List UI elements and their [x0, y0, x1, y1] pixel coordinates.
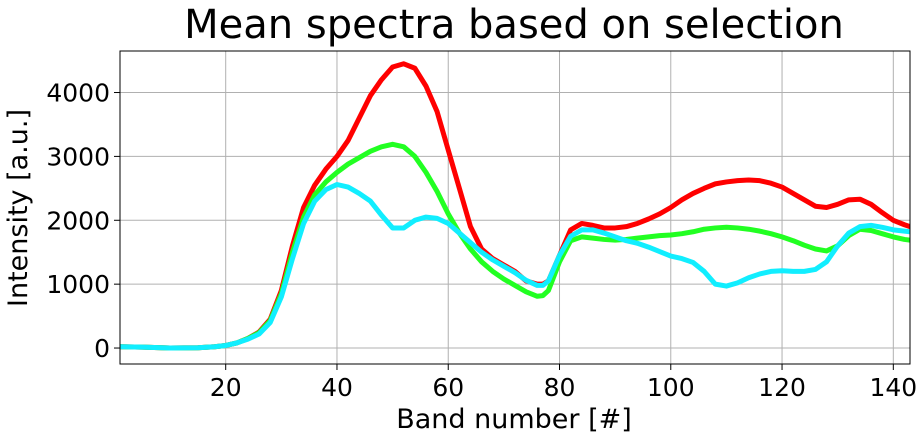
x-tick-label: 80 [544, 373, 576, 402]
x-tick-label: 100 [647, 373, 695, 402]
x-tick-label: 60 [432, 373, 464, 402]
grid-lines [120, 51, 910, 364]
series-line-3 [120, 182, 910, 351]
x-tick-label: 20 [210, 373, 242, 402]
plot-frame [119, 50, 911, 365]
y-tick-label: 3000 [46, 142, 110, 171]
y-tick-label: 0 [94, 334, 110, 363]
x-tick-label: 140 [869, 373, 917, 402]
y-axis-label: Intensity [a.u.] [3, 109, 34, 307]
x-tick-label: 40 [321, 373, 353, 402]
series-line-2 [120, 141, 910, 351]
x-axis-label: Band number [#] [396, 404, 632, 435]
y-tick-label: 1000 [46, 270, 110, 299]
series-line-1 [120, 61, 910, 351]
chart-title: Mean spectra based on selection [184, 2, 844, 48]
series-lines [120, 61, 910, 351]
y-tick-label: 4000 [46, 79, 110, 108]
y-tick-label: 2000 [46, 206, 110, 235]
axis-ticks: 20 40 60 80 100 120 140 0 1000 2000 3000 4000 [46, 79, 917, 402]
x-tick-label: 120 [758, 373, 806, 402]
